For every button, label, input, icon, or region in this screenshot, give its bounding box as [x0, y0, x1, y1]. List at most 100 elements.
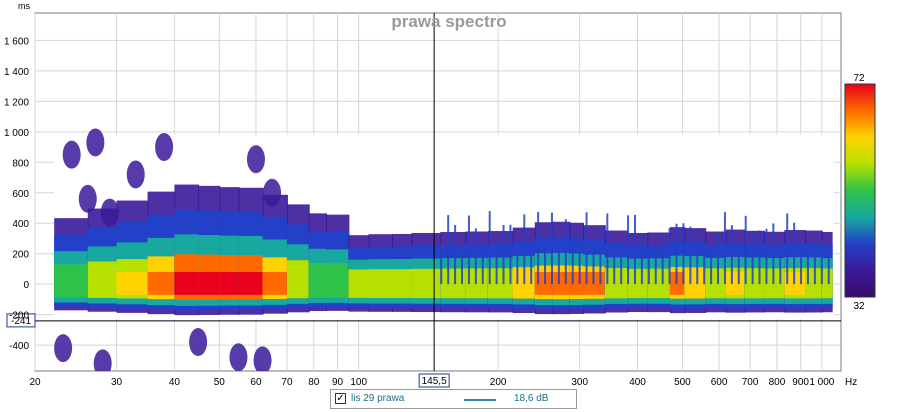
- y-tick-label: 200: [12, 250, 29, 261]
- heat-spike: [772, 223, 775, 285]
- heat-cell: [744, 268, 765, 299]
- x-tick-label: 900: [792, 377, 809, 388]
- x-axis-unit-label: Hz: [845, 377, 857, 388]
- heat-cell: [147, 271, 176, 295]
- heat-spike: [682, 223, 685, 285]
- heat-spike: [758, 230, 761, 285]
- legend-value: 18,6 dB: [514, 393, 549, 404]
- heat-blob: [78, 184, 97, 213]
- heat-spike: [571, 231, 574, 285]
- heat-spike: [723, 212, 726, 285]
- legend-swatch: [464, 399, 496, 401]
- colorbar-max-label: 72: [853, 73, 865, 84]
- heat-spike: [467, 215, 470, 285]
- heat-blob: [189, 328, 208, 357]
- heat-blob: [263, 178, 282, 207]
- heat-spike: [557, 243, 560, 285]
- heat-cell: [725, 271, 746, 295]
- heat-spike: [820, 239, 823, 285]
- heat-cell: [487, 268, 514, 299]
- heat-cell: [669, 271, 686, 295]
- heat-spike: [696, 234, 699, 285]
- legend-checkbox[interactable]: ✓: [335, 393, 346, 404]
- heat-spike: [530, 246, 533, 285]
- y-tick-label: 400: [12, 219, 29, 230]
- y-tick-label: 0: [23, 280, 29, 291]
- heat-blob: [62, 140, 81, 169]
- heat-blob: [229, 343, 248, 371]
- heat-spike: [495, 242, 498, 285]
- heat-blob: [246, 145, 265, 174]
- y-tick-label: 1 200: [4, 97, 29, 108]
- heat-cell: [116, 271, 149, 295]
- x-tick-label: 1 000: [809, 377, 834, 388]
- y-axis-unit-label: ms: [18, 1, 30, 11]
- heat-spike: [751, 233, 754, 285]
- heat-spike: [599, 227, 602, 285]
- y-tick-label: -400: [9, 341, 29, 352]
- heat-spike: [827, 243, 830, 285]
- heat-spike: [550, 212, 553, 285]
- heat-blob: [155, 133, 174, 162]
- heat-cell: [705, 268, 727, 299]
- colorbar: [844, 83, 876, 298]
- chart-title: prawa spectro: [391, 12, 506, 31]
- x-tick-label: 700: [742, 377, 759, 388]
- heat-spike: [544, 246, 547, 285]
- heat-spike: [806, 246, 809, 285]
- heat-spike: [675, 223, 678, 285]
- heat-blob: [126, 160, 145, 189]
- heat-spike: [606, 213, 609, 285]
- heat-spike: [502, 224, 505, 285]
- heat-spike: [537, 211, 540, 285]
- x-tick-label: 50: [214, 377, 226, 388]
- heat-spike: [620, 240, 623, 285]
- x-tick-label: 20: [29, 377, 41, 388]
- heat-spike: [578, 237, 581, 285]
- heat-spike: [800, 244, 803, 285]
- heat-cell: [174, 271, 200, 295]
- heat-spike: [592, 245, 595, 285]
- heat-cell: [348, 269, 370, 298]
- heat-cell: [286, 260, 310, 299]
- y-tick-label: 1 400: [4, 67, 29, 78]
- heat-cell: [326, 263, 350, 298]
- colorbar-min-label: 32: [853, 301, 865, 312]
- heat-spike: [481, 243, 484, 285]
- x-tick-label: 100: [350, 377, 367, 388]
- spectrogram-heatmap: [54, 128, 834, 371]
- y-cursor-label: -241: [11, 316, 31, 327]
- heat-spike: [523, 214, 526, 285]
- heat-spike: [730, 225, 733, 285]
- x-tick-label: 70: [281, 377, 293, 388]
- heat-cell: [569, 271, 584, 295]
- heat-spike: [488, 211, 491, 285]
- heat-blob: [100, 198, 119, 227]
- heat-spike: [661, 235, 664, 285]
- x-tick-label: 800: [769, 377, 786, 388]
- x-cursor-box: [418, 373, 450, 388]
- legend-series-name: lis 29 prawa: [351, 393, 405, 404]
- heat-spike: [474, 228, 477, 285]
- heat-cell: [262, 271, 288, 295]
- y-tick-label: -200: [9, 311, 29, 322]
- heat-cell: [821, 268, 833, 299]
- heat-blob: [253, 346, 272, 371]
- heat-spike: [779, 244, 782, 285]
- heat-spike: [447, 215, 450, 285]
- heat-cell: [87, 261, 118, 298]
- heat-spike: [793, 222, 796, 285]
- heat-spike: [744, 215, 747, 285]
- heat-spike: [440, 245, 443, 285]
- x-tick-label: 500: [674, 377, 691, 388]
- heat-spike: [640, 234, 643, 285]
- x-tick-label: 300: [571, 377, 588, 388]
- x-tick-label: 80: [308, 377, 320, 388]
- heat-cell: [684, 271, 707, 295]
- heat-spike: [627, 215, 630, 285]
- heat-cell: [238, 271, 264, 295]
- heat-spike: [668, 227, 671, 285]
- heat-cell: [391, 269, 413, 299]
- heat-spike: [654, 244, 657, 285]
